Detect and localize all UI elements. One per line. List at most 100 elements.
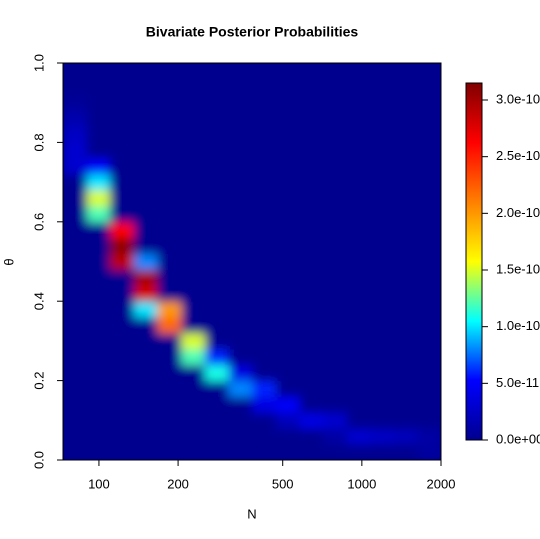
x-axis-label: N	[247, 506, 256, 521]
heat-cell	[204, 380, 229, 397]
heat-cell	[299, 348, 324, 366]
heat-cell	[86, 396, 111, 413]
heat-cell	[370, 380, 395, 397]
y-tick-label: 0.4	[31, 292, 46, 310]
heat-cell	[134, 190, 158, 207]
heat-cell	[157, 380, 182, 397]
heat-cell	[323, 269, 348, 286]
heat-cell	[228, 174, 253, 191]
heat-cell	[323, 317, 348, 334]
heat-cell	[86, 444, 111, 460]
heat-cell	[63, 332, 88, 350]
heat-cell	[393, 428, 419, 445]
heat-cell	[346, 110, 371, 128]
heat-cell	[417, 190, 441, 207]
heat-cell	[275, 110, 300, 128]
heat-cell	[252, 158, 277, 175]
heat-cell	[86, 158, 111, 175]
heat-cell	[252, 174, 277, 191]
heat-cell	[370, 205, 395, 223]
heat-cell	[63, 174, 88, 191]
heat-cell	[86, 142, 111, 159]
heat-cell	[346, 332, 371, 350]
heat-cell	[346, 237, 371, 255]
heat-cell	[181, 444, 206, 460]
heat-cell	[323, 126, 348, 143]
heat-cell	[417, 174, 441, 191]
heat-cell	[346, 380, 371, 397]
heat-cell	[86, 221, 111, 239]
heat-cell	[63, 142, 88, 159]
heat-cell	[393, 237, 419, 255]
heat-cell	[86, 332, 111, 350]
heat-cell	[417, 110, 441, 128]
heat-cell	[323, 380, 348, 397]
heat-cell	[204, 364, 229, 382]
heat-cell	[393, 285, 419, 302]
heat-cell	[63, 317, 88, 334]
heat-cell	[134, 348, 158, 366]
heat-cell	[86, 348, 111, 366]
heat-cell	[275, 94, 300, 112]
heat-cell	[299, 412, 324, 429]
heat-cell	[228, 110, 253, 128]
heat-cell	[134, 444, 158, 460]
heat-cell	[181, 205, 206, 223]
heat-cell	[204, 63, 229, 80]
heat-cell	[252, 237, 277, 255]
heat-cell	[299, 126, 324, 143]
heat-cell	[228, 380, 253, 397]
heat-cell	[63, 221, 88, 239]
heat-cell	[204, 332, 229, 350]
heat-cell	[275, 396, 300, 413]
heat-cell	[252, 332, 277, 350]
heat-cell	[393, 110, 419, 128]
heat-cell	[252, 94, 277, 112]
heat-cell	[323, 348, 348, 366]
heat-cell	[134, 332, 158, 350]
heat-cell	[109, 428, 135, 445]
heat-cell	[157, 142, 182, 159]
heat-cell	[181, 110, 206, 128]
heat-cell	[181, 285, 206, 302]
heat-cell	[109, 174, 135, 191]
heat-cell	[181, 78, 206, 96]
heat-cell	[63, 396, 88, 413]
heat-cell	[181, 253, 206, 270]
heat-cell	[109, 301, 135, 318]
heat-cell	[63, 63, 88, 80]
heat-cell	[109, 332, 135, 350]
heat-cell	[109, 269, 135, 286]
heat-cell	[323, 396, 348, 413]
heat-cell	[86, 269, 111, 286]
heat-cell	[393, 301, 419, 318]
x-tick-label: 100	[88, 476, 110, 491]
heat-cell	[63, 237, 88, 255]
heat-cell	[370, 348, 395, 366]
heat-cell	[275, 348, 300, 366]
heat-cell	[346, 364, 371, 382]
heat-cell	[370, 412, 395, 429]
heat-cell	[228, 190, 253, 207]
heat-cell	[370, 94, 395, 112]
heat-cell	[252, 221, 277, 239]
heat-cell	[275, 205, 300, 223]
heat-cell	[109, 380, 135, 397]
heat-cell	[63, 380, 88, 397]
heat-cell	[393, 348, 419, 366]
heat-cell	[323, 332, 348, 350]
heat-cell	[228, 158, 253, 175]
heat-cell	[346, 126, 371, 143]
heat-cell	[299, 63, 324, 80]
heat-cell	[204, 428, 229, 445]
heat-cell	[134, 158, 158, 175]
heat-cell	[252, 253, 277, 270]
heat-cell	[134, 301, 158, 318]
heat-cell	[204, 221, 229, 239]
heat-cell	[417, 78, 441, 96]
heat-cell	[181, 301, 206, 318]
heat-cell	[346, 348, 371, 366]
heat-cell	[275, 174, 300, 191]
heat-cell	[346, 412, 371, 429]
